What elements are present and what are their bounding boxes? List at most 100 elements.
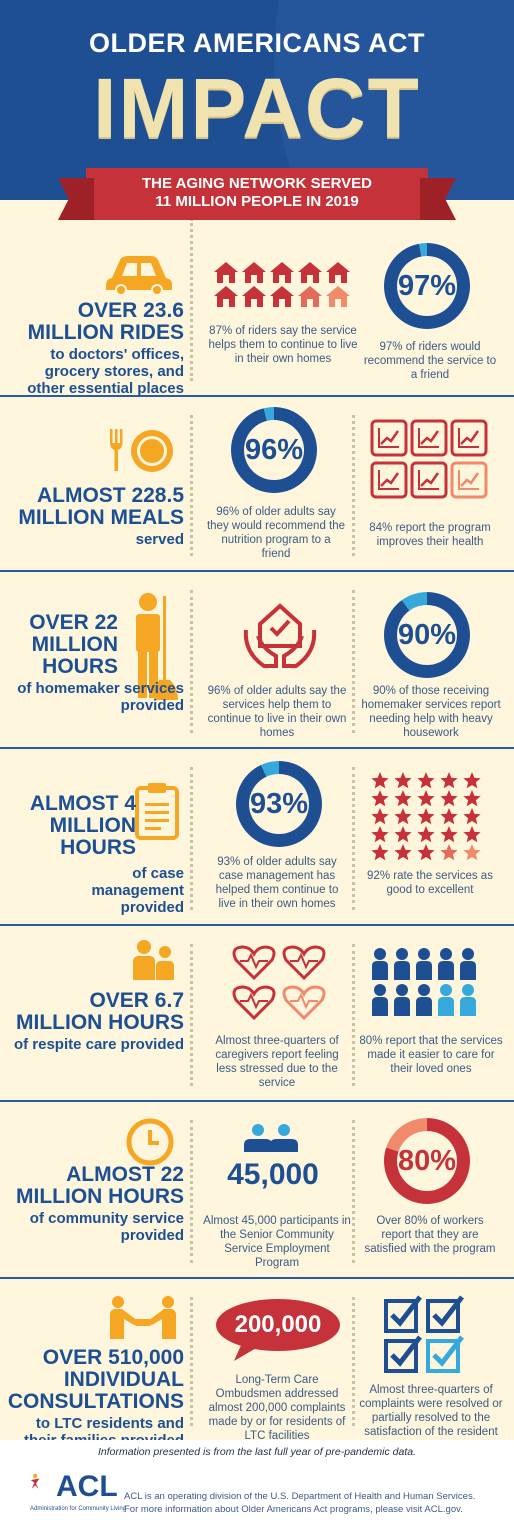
meals-stat: ALMOST 228.5 MILLION MEALS served — [8, 484, 184, 549]
percent-ring-90: 90% — [384, 592, 470, 678]
title-line-1: OLDER AMERICANS ACT — [89, 28, 425, 58]
heart-icon — [282, 945, 326, 981]
acl-logo-figures-icon — [30, 1473, 40, 1489]
percent-ring-97: 97% — [384, 243, 470, 329]
chart-icon — [450, 419, 488, 457]
checkbox-icon — [426, 1335, 464, 1373]
rides-caption-1: 87% of riders say the service helps them… — [208, 325, 358, 365]
house-icon — [214, 286, 238, 307]
ombudsman-caption-2: Almost three-quarters of complaints were… — [359, 1384, 503, 1438]
person-icon — [416, 984, 432, 1016]
house-icon — [242, 262, 266, 283]
meal-plate-icon — [110, 429, 173, 472]
house-icon — [326, 286, 350, 307]
meals-caption-2: 84% report the program improves their he… — [369, 522, 491, 548]
house-icon — [270, 286, 294, 307]
respite-subtext: of respite care provided — [13, 1036, 184, 1053]
title-impact: IMPACT — [93, 61, 421, 155]
community-service-subtext: of community service provided — [29, 1210, 184, 1244]
chart-icon — [410, 419, 448, 457]
header-banner: OLDER AMERICANS ACT IMPACT — [0, 0, 514, 200]
respite-caption-1: Almost three-quarters of caregivers repo… — [215, 1035, 339, 1089]
community-service-stat: ALMOST 22 MILLION HOURS of community ser… — [8, 1163, 184, 1245]
ribbon-line-1: THE AGING NETWORK SERVED — [141, 175, 373, 192]
section-rides: OVER 23.6 MILLION RIDES to doctors' offi… — [0, 200, 514, 398]
star-icon — [394, 772, 412, 789]
person-icon — [460, 948, 476, 980]
homemaker-caption-2: 90% of those receiving homemaker service… — [361, 685, 501, 739]
case-management-headline: ALMOST 4 MILLION HOURS — [29, 792, 136, 859]
star-icon — [440, 808, 458, 825]
participants-number: 45,000 — [227, 1158, 319, 1191]
chart-icon — [450, 461, 488, 499]
checkbox-icon — [426, 1295, 464, 1333]
rides-headline: OVER 23.6 MILLION RIDES — [27, 299, 184, 344]
star-icon — [463, 844, 481, 861]
person-icon — [438, 984, 454, 1016]
case-management-stat: ALMOST 4 MILLION HOURS of case managemen… — [8, 792, 184, 917]
health-chart-icons — [370, 419, 488, 499]
heart-icon — [232, 985, 276, 1021]
star-rating-icons — [371, 772, 481, 861]
person-icon — [372, 948, 388, 980]
chart-icon — [370, 419, 408, 457]
ribbon-banner: THE AGING NETWORK SERVED 11 MILLION PEOP… — [86, 168, 428, 220]
star-icon — [463, 772, 481, 789]
star-icon — [417, 808, 435, 825]
rides-caption-2: 97% of riders would recommend the servic… — [363, 341, 497, 381]
house-icon — [270, 262, 294, 283]
case-management-subtext: of case management provided — [91, 865, 184, 916]
clock-icon — [126, 1118, 174, 1166]
ombudsman-caption-1: Long-Term Care Ombudsmen addressed almos… — [208, 1374, 346, 1442]
percent-ring-96: 96% — [231, 407, 317, 493]
percent-ring-93: 93% — [236, 761, 322, 847]
respite-caption-2: 80% report that the services made it eas… — [359, 1035, 503, 1075]
star-icon — [440, 790, 458, 807]
chart-icon — [410, 461, 448, 499]
star-icon — [394, 790, 412, 807]
section-respite: OVER 6.7 MILLION HOURS of respite care p… — [0, 926, 514, 1100]
case-management-caption-1: 93% of older adults say case management … — [215, 856, 339, 910]
complaints-number: 200,000 — [234, 1311, 322, 1338]
heart-icon — [232, 945, 276, 981]
star-icon — [371, 826, 389, 843]
homemaker-broom-icon — [136, 593, 178, 700]
star-icon — [371, 790, 389, 807]
clipboard-icon — [135, 783, 179, 840]
person-icon — [460, 984, 476, 1016]
section-ombudsman: OVER 510,000 INDIVIDUAL CONSULTATIONS to… — [0, 1279, 514, 1449]
house-icon — [242, 286, 266, 307]
meals-headline: ALMOST 228.5 MILLION MEALS — [18, 484, 184, 529]
heart-icon — [282, 985, 326, 1021]
person-icon — [394, 948, 410, 980]
footer: Information presented is from the last f… — [0, 1440, 514, 1536]
footer-text: ACL is an operating division of the U.S.… — [124, 1490, 475, 1516]
person-icon — [416, 948, 432, 980]
star-icon — [417, 790, 435, 807]
community-service-headline: ALMOST 22 MILLION HOURS — [16, 1163, 184, 1208]
homemaker-headline: OVER 22 MILLION HOURS — [29, 611, 118, 678]
speech-bubble-icon — [216, 1299, 340, 1361]
rides-stat: OVER 23.6 MILLION RIDES to doctors' offi… — [8, 299, 184, 398]
section-case-management: ALMOST 4 MILLION HOURS of case managemen… — [0, 749, 514, 924]
ombudsman-headline: OVER 510,000 INDIVIDUAL CONSULTATIONS — [7, 1346, 184, 1413]
car-icon — [106, 256, 172, 296]
star-icon — [371, 844, 389, 861]
star-icon — [463, 790, 481, 807]
hands-home-icon — [243, 603, 317, 668]
handshake-icon — [110, 1296, 176, 1339]
star-icon — [417, 772, 435, 789]
community-service-caption-1: Almost 45,000 participants in the Senior… — [203, 1215, 351, 1269]
house-icon — [298, 262, 322, 283]
workers-icon — [244, 1124, 298, 1152]
caregivers-icon — [133, 940, 174, 980]
house-icon — [298, 286, 322, 307]
section-homemaker: OVER 22 MILLION HOURS of homemaker servi… — [0, 572, 514, 747]
star-icon — [440, 844, 458, 861]
homemaker-caption-1: 96% of older adults say the services hel… — [207, 685, 347, 739]
community-service-caption-2: Over 80% of workers report that they are… — [364, 1215, 496, 1255]
section-community-service: ALMOST 22 MILLION HOURS of community ser… — [0, 1102, 514, 1277]
footer-line-2[interactable]: For more information about Older America… — [124, 1504, 463, 1515]
star-icon — [463, 826, 481, 843]
ombudsman-stat: OVER 510,000 INDIVIDUAL CONSULTATIONS to… — [8, 1347, 184, 1450]
